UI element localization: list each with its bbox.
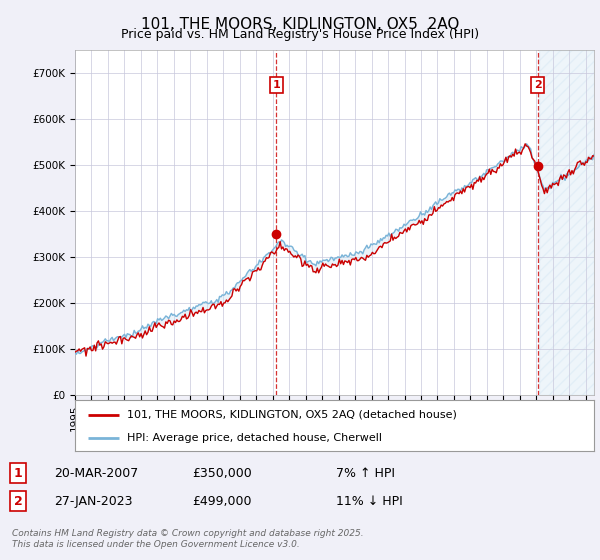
Text: 2: 2 xyxy=(14,494,22,508)
Text: £499,000: £499,000 xyxy=(192,494,251,508)
Text: HPI: Average price, detached house, Cherwell: HPI: Average price, detached house, Cher… xyxy=(127,433,382,443)
Text: 1: 1 xyxy=(272,80,280,90)
Text: 11% ↓ HPI: 11% ↓ HPI xyxy=(336,494,403,508)
Text: 101, THE MOORS, KIDLINGTON, OX5  2AQ: 101, THE MOORS, KIDLINGTON, OX5 2AQ xyxy=(141,17,459,32)
Text: 20-MAR-2007: 20-MAR-2007 xyxy=(54,466,138,480)
Text: Price paid vs. HM Land Registry's House Price Index (HPI): Price paid vs. HM Land Registry's House … xyxy=(121,28,479,41)
Text: 101, THE MOORS, KIDLINGTON, OX5 2AQ (detached house): 101, THE MOORS, KIDLINGTON, OX5 2AQ (det… xyxy=(127,409,457,419)
Text: 2: 2 xyxy=(534,80,542,90)
Text: £350,000: £350,000 xyxy=(192,466,252,480)
Text: 7% ↑ HPI: 7% ↑ HPI xyxy=(336,466,395,480)
Text: 27-JAN-2023: 27-JAN-2023 xyxy=(54,494,133,508)
Text: Contains HM Land Registry data © Crown copyright and database right 2025.
This d: Contains HM Land Registry data © Crown c… xyxy=(12,529,364,549)
Text: 1: 1 xyxy=(14,466,22,480)
